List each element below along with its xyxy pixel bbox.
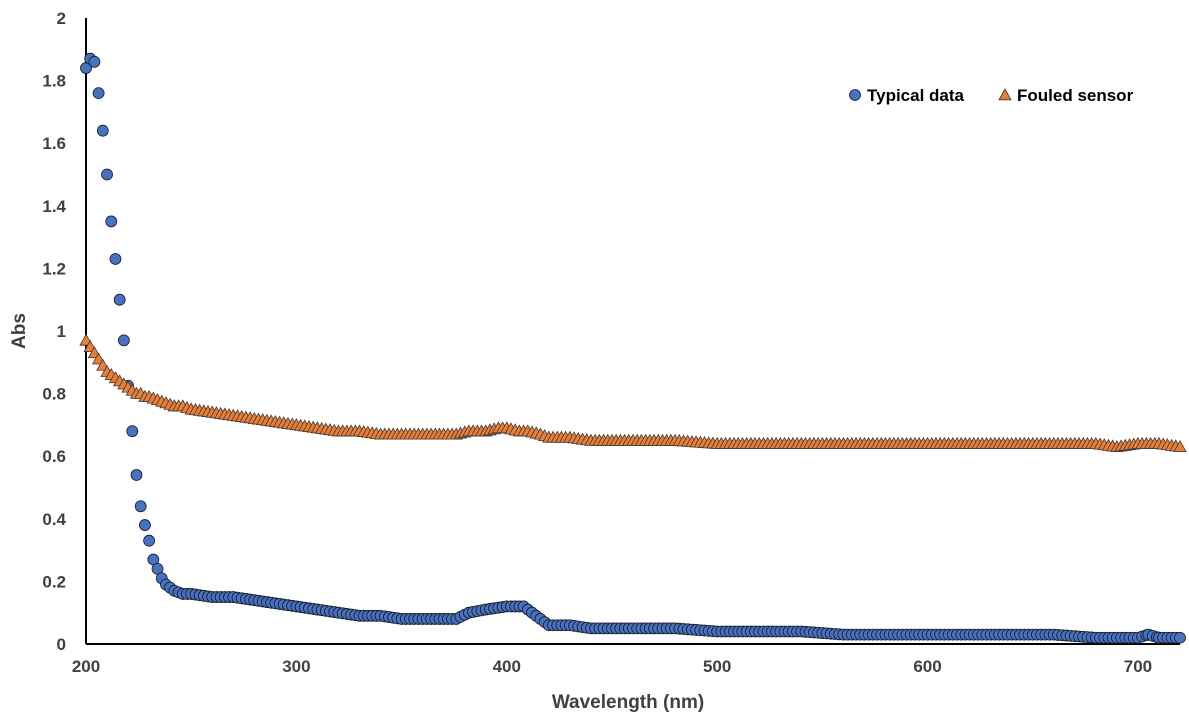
- x-tick-label: 700: [1124, 657, 1152, 676]
- series-1-points: [80, 52, 1186, 644]
- data-point: [130, 469, 143, 481]
- x-tick-label: 400: [493, 657, 521, 676]
- y-tick-label: 1.8: [42, 72, 66, 91]
- legend-label: Typical data: [867, 86, 965, 105]
- y-tick-label: 0.2: [42, 572, 66, 591]
- y-tick-label: 0.4: [42, 510, 66, 529]
- x-tick-labels: 200 300 400 500 600 700: [72, 657, 1152, 676]
- data-point: [105, 215, 118, 228]
- y-tick-label: 1: [57, 322, 66, 341]
- y-tick-label: 0.6: [42, 447, 66, 466]
- data-point: [1174, 631, 1186, 644]
- data-point: [143, 534, 156, 547]
- y-tick-label: 0: [57, 635, 66, 654]
- data-point: [101, 168, 113, 181]
- y-tick-label: 1.4: [42, 197, 66, 216]
- legend-item: Fouled sensor: [998, 86, 1134, 105]
- y-tick-labels: 0 0.2 0.4 0.6 0.8 1 1.2 1.4 1.6 1.8 2: [42, 9, 66, 654]
- x-axis-title: Wavelength (nm): [552, 692, 704, 713]
- y-tick-label: 0.8: [42, 385, 66, 404]
- x-tick-label: 200: [72, 657, 100, 676]
- data-point: [109, 253, 122, 265]
- data-point: [92, 87, 105, 100]
- y-axis-title: Abs: [9, 313, 30, 349]
- legend-marker: [998, 88, 1012, 101]
- data-point: [134, 500, 147, 513]
- legend-label: Fouled sensor: [1017, 86, 1134, 105]
- data-point: [117, 334, 130, 347]
- data-point: [88, 55, 101, 68]
- legend-item: Typical data: [849, 86, 965, 105]
- y-tick-label: 1.6: [42, 134, 66, 153]
- data-point: [96, 124, 109, 137]
- x-tick-label: 500: [703, 657, 731, 676]
- y-tick-label: 2: [57, 9, 66, 28]
- data-point: [126, 425, 139, 438]
- data-point: [139, 519, 151, 531]
- y-tick-label: 1.2: [42, 259, 66, 278]
- x-tick-label: 300: [282, 657, 310, 676]
- data-point: [1173, 439, 1187, 453]
- series-2-points: [79, 333, 1187, 453]
- data-point: [113, 293, 126, 306]
- x-tick-label: 600: [913, 657, 941, 676]
- legend-marker: [849, 89, 861, 101]
- plot-series: [79, 52, 1187, 644]
- legend: Typical data Fouled sensor: [849, 86, 1134, 105]
